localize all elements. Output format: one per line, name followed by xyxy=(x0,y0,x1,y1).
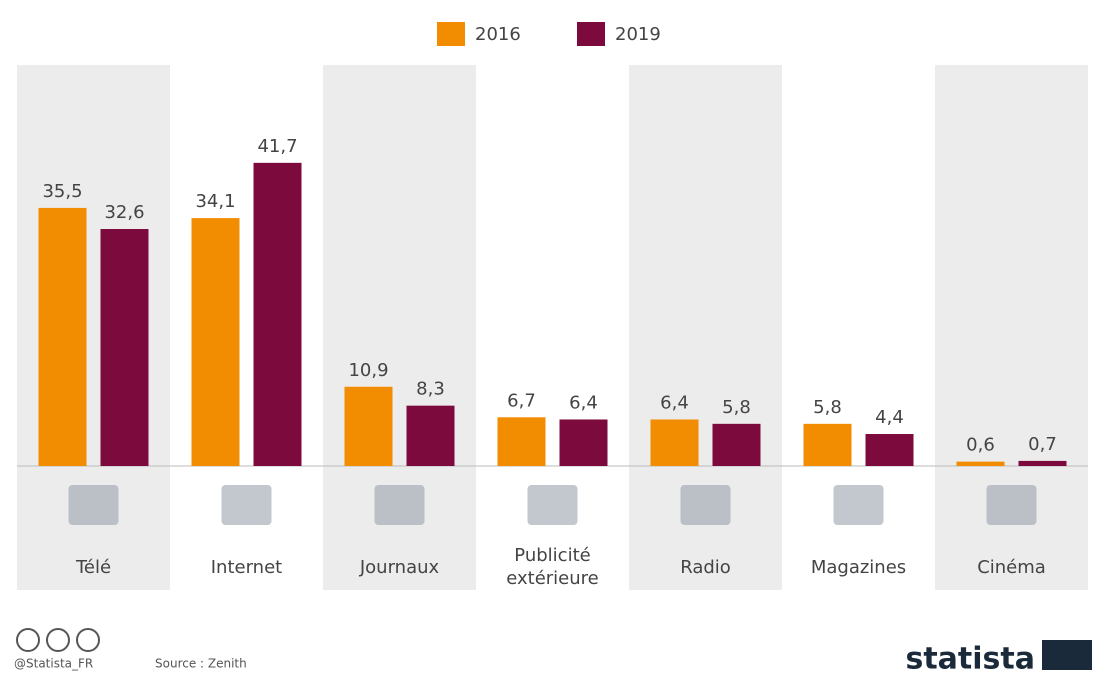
bar xyxy=(406,405,455,466)
value-label: 0,7 xyxy=(1028,434,1057,455)
bar xyxy=(191,218,240,466)
value-label: 5,8 xyxy=(813,397,842,418)
legend-label: 2016 xyxy=(475,24,521,45)
category-icon xyxy=(833,485,884,525)
bar xyxy=(1018,460,1067,466)
value-label: 4,4 xyxy=(875,407,904,428)
category-label: Magazines xyxy=(811,557,906,578)
bar xyxy=(803,423,852,466)
category-label: Télé xyxy=(75,557,111,578)
value-label: 34,1 xyxy=(195,191,235,212)
category-label: Journaux xyxy=(359,557,440,578)
category-icon xyxy=(68,485,119,525)
credit: @Statista_FR xyxy=(14,657,93,671)
source: Source : Zenith xyxy=(155,657,247,671)
category-icon xyxy=(986,485,1037,525)
legend-label: 2019 xyxy=(615,24,661,45)
bar xyxy=(253,162,302,466)
value-label: 32,6 xyxy=(104,202,144,223)
bar xyxy=(100,228,149,466)
category-label: Publicité extérieure xyxy=(506,545,599,589)
bar xyxy=(712,423,761,466)
brand: statista xyxy=(905,642,1035,677)
value-label: 6,4 xyxy=(660,392,689,413)
value-label: 6,7 xyxy=(507,390,536,411)
category-icon xyxy=(221,485,272,525)
value-label: 5,8 xyxy=(722,397,751,418)
bar xyxy=(956,461,1005,466)
value-label: 6,4 xyxy=(569,392,598,413)
category-label: Cinéma xyxy=(977,557,1046,578)
category-icon xyxy=(680,485,731,525)
bar xyxy=(344,386,393,466)
value-label: 10,9 xyxy=(348,360,388,381)
category-label: Internet xyxy=(211,557,282,578)
category-icon xyxy=(527,485,578,525)
legend-swatch xyxy=(577,22,605,46)
bar xyxy=(650,419,699,466)
bar xyxy=(497,417,546,466)
value-label: 8,3 xyxy=(416,379,445,400)
bar xyxy=(38,207,87,467)
category-icon xyxy=(374,485,425,525)
legend-swatch xyxy=(437,22,465,46)
value-label: 35,5 xyxy=(42,181,82,202)
brand-logo xyxy=(1042,640,1092,670)
category-label: Radio xyxy=(680,557,731,578)
cc-icons xyxy=(16,628,100,652)
value-label: 0,6 xyxy=(966,435,995,456)
bar xyxy=(865,434,914,466)
bar xyxy=(559,419,608,466)
value-label: 41,7 xyxy=(257,136,297,157)
